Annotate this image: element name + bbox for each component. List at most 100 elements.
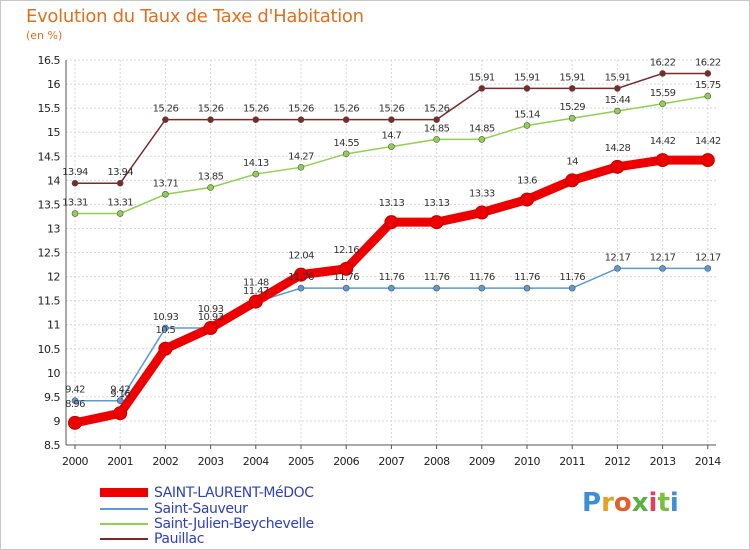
data-label: 16.22 — [650, 57, 676, 68]
logo-letter: t — [657, 488, 670, 518]
data-point-3 — [252, 116, 260, 123]
y-tick-label: 14.5 — [38, 150, 61, 163]
data-label: 10.93 — [198, 304, 224, 315]
logo-letter: P — [582, 488, 602, 518]
y-tick-label: 9.5 — [44, 391, 60, 404]
data-label: 15.91 — [605, 72, 631, 83]
data-point-1 — [297, 284, 305, 292]
data-label: 15.26 — [153, 104, 179, 115]
y-tick-label: 12 — [47, 271, 60, 284]
logo-letter: i — [648, 488, 658, 518]
data-point-3 — [478, 85, 486, 92]
data-label: 13.71 — [153, 178, 179, 189]
data-label: 12.17 — [650, 252, 676, 263]
data-label: 15.26 — [379, 104, 405, 115]
data-point-1 — [568, 284, 576, 292]
chart-title: Evolution du Taux de Taxe d'Habitation — [26, 6, 364, 27]
data-point-3 — [433, 116, 440, 123]
data-point-2 — [388, 143, 395, 150]
logo-letter: i — [669, 488, 679, 518]
data-label: 15.91 — [559, 72, 585, 83]
data-label: 11.48 — [243, 278, 269, 289]
data-point-1 — [116, 397, 124, 405]
y-tick-label: 13.5 — [38, 198, 61, 211]
data-point-1 — [388, 284, 395, 292]
axes: 8.599.51010.51111.51212.51313.51414.5151… — [38, 54, 722, 468]
data-label: 8.96 — [65, 399, 85, 410]
data-label: 14.85 — [469, 123, 495, 134]
data-label: 14.13 — [243, 158, 269, 169]
data-label: 14.27 — [288, 151, 314, 162]
y-tick-label: 15.5 — [38, 102, 61, 115]
data-point-0 — [610, 159, 625, 174]
data-label: 11.47 — [243, 286, 269, 297]
data-point-1 — [478, 284, 486, 292]
x-tick-label: 2005 — [288, 455, 314, 468]
data-point-2 — [614, 107, 621, 115]
legend-swatch — [100, 523, 148, 525]
data-point-2 — [71, 210, 79, 217]
logo-letter: r — [601, 488, 614, 518]
data-label: 13.13 — [424, 198, 450, 209]
x-tick-label: 2007 — [378, 455, 404, 468]
data-point-0 — [248, 294, 263, 309]
data-label: 15.29 — [559, 102, 585, 113]
chart-subtitle: (en %) — [26, 29, 63, 42]
data-point-3 — [659, 70, 666, 77]
x-tick-label: 2011 — [559, 455, 585, 468]
data-point-3 — [297, 116, 305, 123]
data-label: 13.94 — [107, 167, 133, 178]
data-point-2 — [342, 150, 350, 158]
data-label: 13.85 — [198, 172, 224, 183]
data-label: 15.59 — [650, 88, 676, 99]
data-label: 15.26 — [288, 104, 314, 115]
data-label: 12.17 — [605, 252, 631, 263]
data-point-0 — [113, 406, 128, 421]
data-point-1 — [659, 265, 666, 272]
y-tick-label: 13 — [47, 222, 60, 235]
data-label: 11.76 — [379, 272, 405, 283]
data-point-2 — [478, 136, 486, 143]
data-label: 9.42 — [65, 385, 85, 396]
data-label: 10.93 — [153, 312, 179, 323]
data-point-0 — [203, 321, 218, 336]
x-tick-label: 2001 — [107, 455, 133, 468]
data-point-2 — [162, 190, 169, 198]
data-label: 12.17 — [695, 252, 721, 263]
data-labels: 13.94 13.94 15.26 15.26 15.26 15.26 15.26 15.26… — [62, 57, 721, 409]
data-point-0 — [655, 153, 670, 168]
data-label: 13.94 — [62, 167, 88, 178]
data-label: 10.93 — [198, 312, 224, 323]
data-label: 11.76 — [559, 272, 585, 283]
data-point-1 — [162, 324, 169, 332]
data-label: 13.31 — [107, 198, 133, 209]
data-label: 13.6 — [517, 176, 537, 187]
data-label: 14.42 — [650, 136, 676, 147]
data-point-2 — [568, 114, 576, 122]
y-tick-label: 15 — [47, 126, 60, 139]
data-label: 15.26 — [198, 104, 224, 115]
data-point-1 — [704, 265, 712, 272]
legend-label: SAINT-LAURENT-MéDOC — [154, 485, 314, 501]
data-point-3 — [116, 179, 124, 187]
data-point-0 — [520, 192, 534, 207]
data-label: 9.42 — [110, 385, 130, 396]
data-label: 14.42 — [695, 136, 721, 147]
data-point-0 — [474, 205, 489, 220]
legend-swatch — [100, 538, 148, 540]
data-point-2 — [297, 164, 305, 171]
data-point-3 — [523, 85, 531, 92]
legend-swatch — [100, 488, 148, 497]
data-label: 15.26 — [243, 104, 269, 115]
data-point-3 — [568, 85, 576, 92]
proxiti-logo: Proxiti — [582, 488, 679, 518]
y-tick-label: 9 — [54, 415, 61, 428]
x-tick-label: 2000 — [62, 455, 88, 468]
data-point-1 — [342, 284, 350, 292]
data-label: 14.85 — [424, 123, 450, 134]
x-tick-label: 2009 — [469, 455, 495, 468]
data-point-3 — [614, 85, 621, 92]
data-label: 14 — [566, 156, 578, 167]
data-point-3 — [704, 70, 712, 77]
y-tick-label: 16.5 — [38, 54, 61, 67]
